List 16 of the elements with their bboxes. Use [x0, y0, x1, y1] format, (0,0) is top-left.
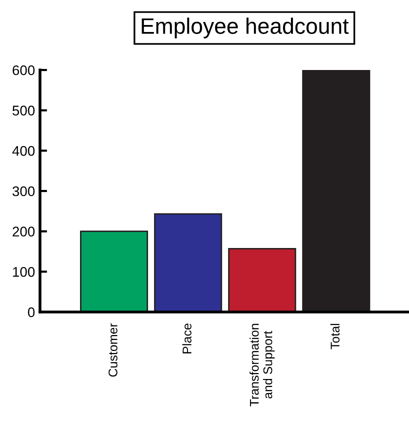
y-tick-label: 200 [12, 226, 35, 237]
bar [80, 230, 148, 312]
x-tick-label: Place [182, 324, 192, 354]
bar [302, 70, 370, 312]
y-tick-label: 0 [28, 307, 35, 318]
y-tick-label: 500 [12, 106, 35, 116]
x-tick-label: Transformation and Support [250, 324, 275, 406]
y-tick-label: 600 [12, 65, 35, 76]
y-tick-label: 100 [13, 267, 35, 277]
x-tick-label: Customer [108, 323, 118, 377]
y-tick-label: 300 [12, 186, 35, 196]
chart-title: Employee headcount [142, 18, 349, 38]
bar [154, 213, 222, 312]
bar [228, 248, 296, 312]
x-tick-label: Total [330, 324, 340, 350]
y-tick-label: 400 [12, 146, 35, 156]
